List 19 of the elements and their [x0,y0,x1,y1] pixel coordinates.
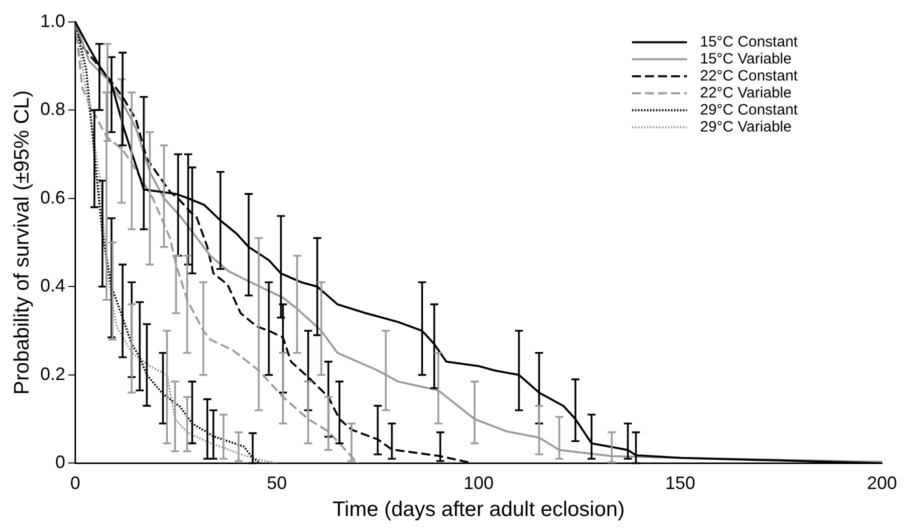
legend-label: 15°C Variable [700,50,792,68]
legend-label: 15°C Constant [700,33,799,50]
y-tick-label: 0 [55,452,66,472]
x-tick-label: 0 [70,472,80,493]
y-axis-title: Probability of survival (±95% CL) [10,90,34,395]
x-tick-label: 200 [866,472,898,493]
x-tick-label: 100 [464,472,494,493]
legend-label: 29°C Variable [700,118,792,136]
legend-label: 29°C Constant [700,101,799,118]
x-tick-label: 150 [665,472,696,493]
y-tick-label: 0.8 [40,99,66,120]
y-tick-label: 0.2 [40,364,66,384]
x-axis-title: Time (days after adult eclosion) [332,498,625,522]
legend-label: 22°C Variable [700,84,792,102]
y-tick-label: 1.0 [40,10,66,31]
x-tick-label: 50 [266,472,287,493]
legend-label: 22°C Constant [700,67,799,84]
y-tick-label: 0.4 [40,276,66,296]
y-tick-label: 0.6 [40,187,66,208]
